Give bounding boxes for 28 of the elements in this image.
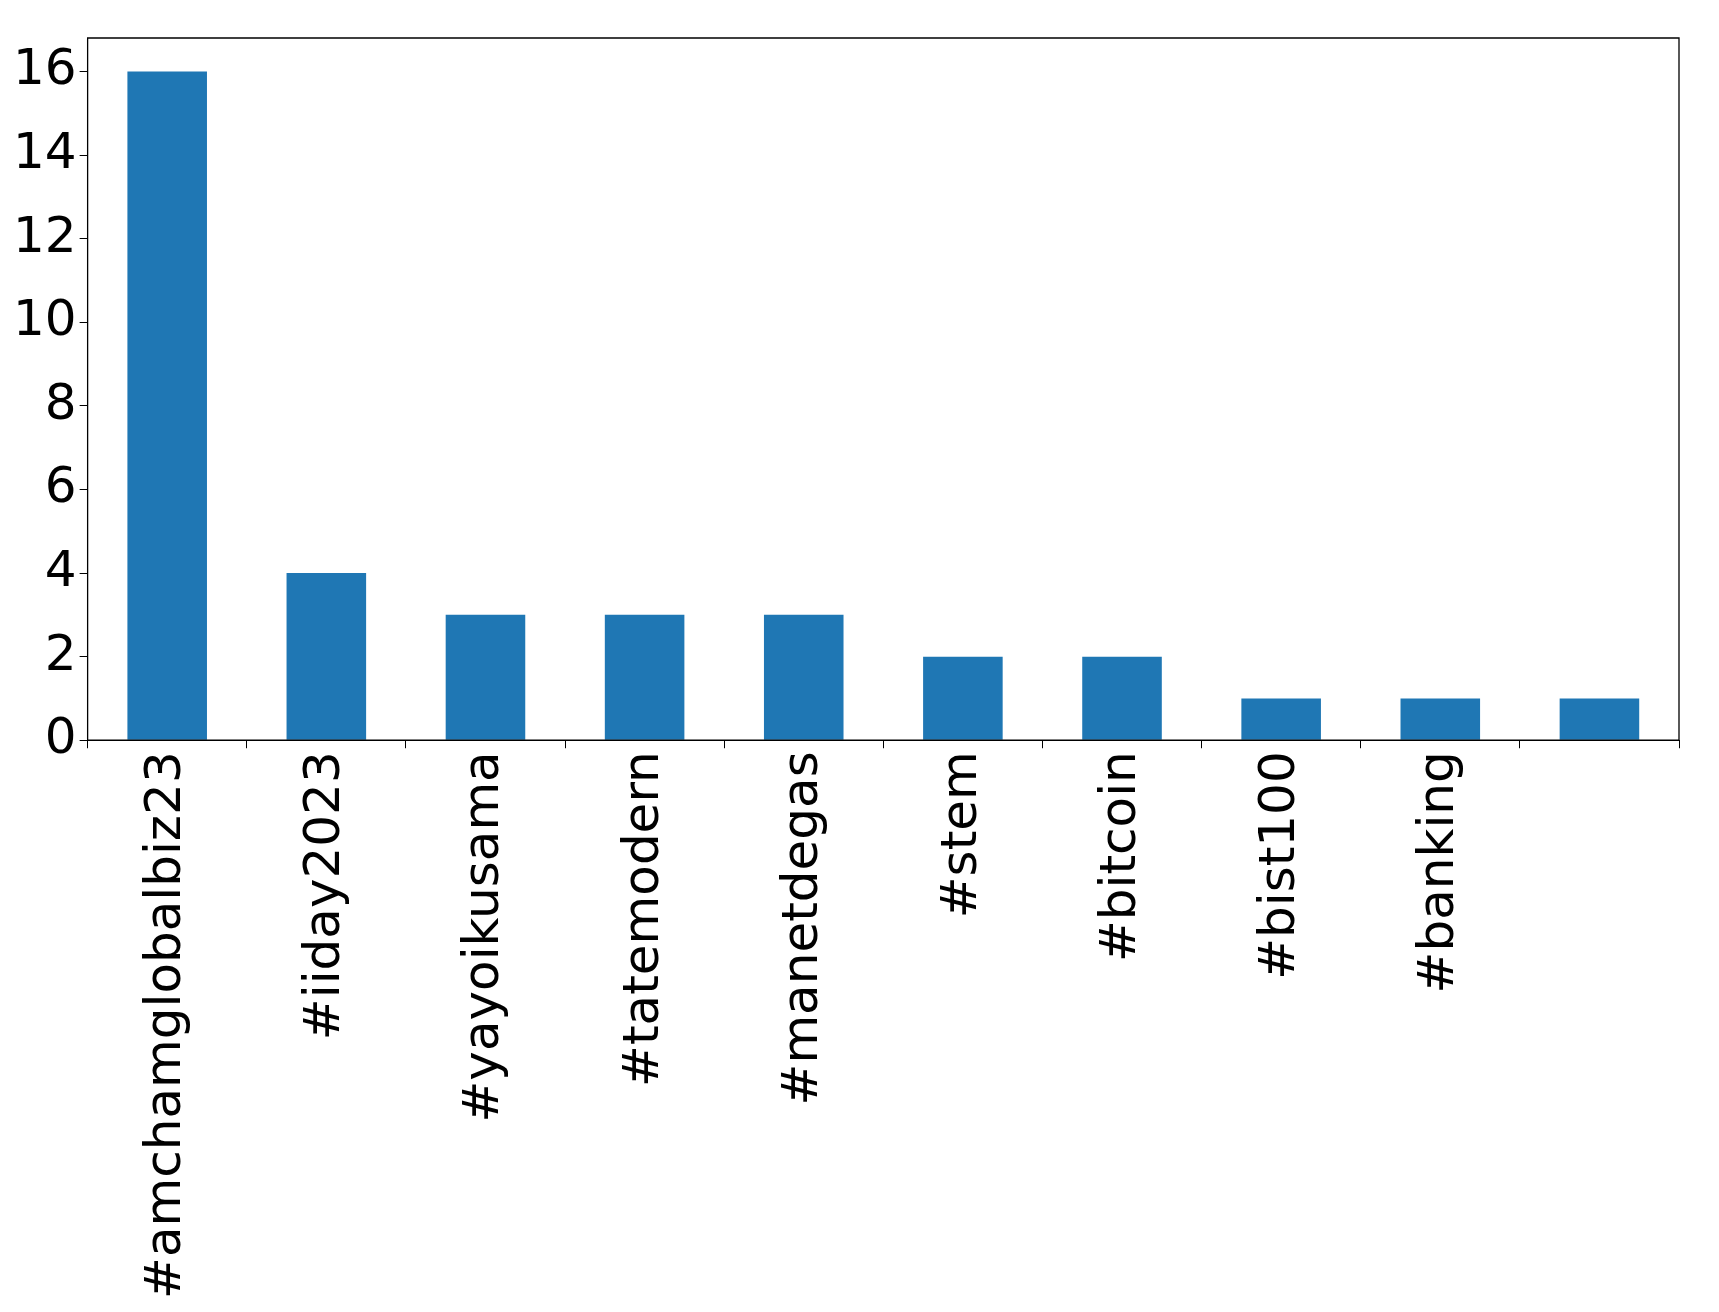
y-tick-label: 6 xyxy=(44,456,77,515)
y-tick-label: 4 xyxy=(44,540,77,599)
x-tick-label: #stem xyxy=(929,751,988,919)
bar xyxy=(1241,698,1321,740)
x-tick-label: #banking xyxy=(1407,751,1466,994)
bar xyxy=(923,656,1003,740)
bar xyxy=(763,614,844,740)
x-tick-label: #amchamglobalbiz23 xyxy=(134,751,193,1300)
y-tick-label: 0 xyxy=(44,707,77,766)
bar xyxy=(445,614,526,740)
x-tick-label: #tatemodern xyxy=(611,751,670,1087)
x-tick-label: #iiday2023 xyxy=(293,751,352,1041)
y-tick-label: 10 xyxy=(13,289,77,348)
y-tick-label: 16 xyxy=(13,38,77,97)
bar xyxy=(604,614,685,740)
bar xyxy=(1082,656,1162,740)
bar xyxy=(1400,698,1481,740)
y-tick-label: 14 xyxy=(13,122,77,181)
bar xyxy=(127,71,207,740)
x-tick-label: #yayoikusama xyxy=(452,751,511,1123)
y-tick-label: 8 xyxy=(44,372,77,431)
bar xyxy=(286,573,367,740)
x-tick-label: #bitcoin xyxy=(1089,751,1147,963)
y-tick-label: 12 xyxy=(13,205,77,264)
y-tick-label: 2 xyxy=(44,623,77,682)
bar xyxy=(1559,698,1640,740)
x-tick-label: #bist100 xyxy=(1248,751,1307,980)
x-tick-label: #manetdegas xyxy=(770,751,829,1106)
